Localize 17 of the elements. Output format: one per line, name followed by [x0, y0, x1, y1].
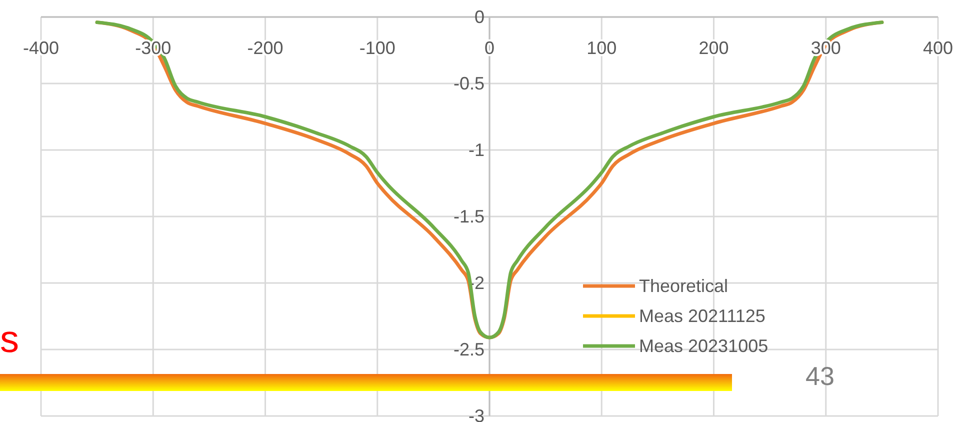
- x-tick-label: 100: [586, 38, 617, 58]
- y-tick-label: 0: [474, 7, 484, 27]
- y-tick-label: -2.5: [453, 340, 484, 360]
- text: s: [0, 319, 19, 361]
- legend-label: Meas 20231005: [639, 336, 768, 356]
- legend-label: Meas 20211125: [639, 306, 766, 326]
- x-tick-label: 400: [922, 38, 954, 58]
- y-tick-label: -1.5: [453, 206, 484, 226]
- y-tick-label: -1: [468, 140, 484, 160]
- y-tick-label: -3: [468, 406, 484, 422]
- x-tick-label: -400: [22, 38, 60, 58]
- annotation: 43: [806, 361, 834, 391]
- legend-label: Theoretical: [639, 276, 728, 296]
- x-tick-label: -200: [247, 38, 284, 58]
- x-tick-label: -100: [359, 38, 396, 58]
- y-tick-label: -0.5: [453, 74, 484, 94]
- x-tick-label: 200: [698, 38, 729, 58]
